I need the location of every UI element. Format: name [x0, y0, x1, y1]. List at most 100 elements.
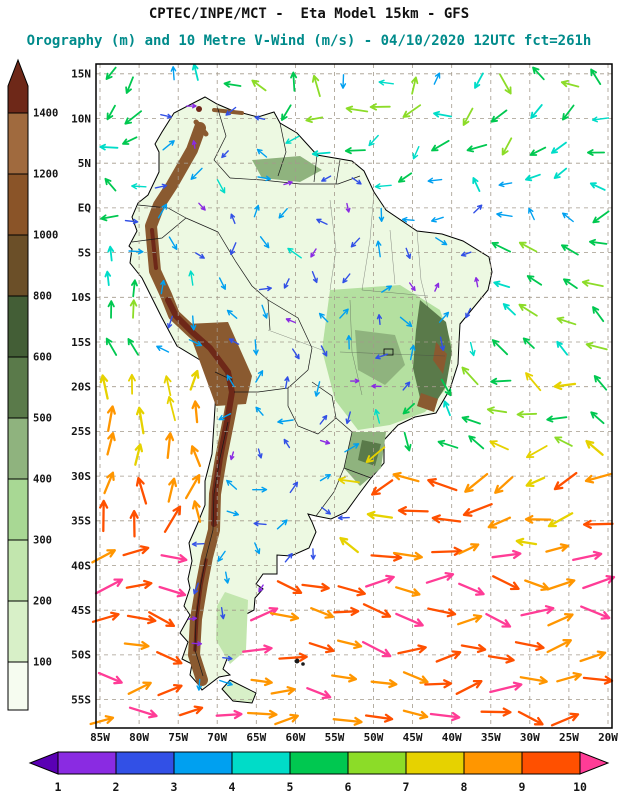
wind-arrow	[167, 315, 173, 329]
wind-arrow	[190, 315, 197, 331]
wind-arrow	[100, 214, 119, 222]
wind-arrow	[125, 579, 153, 589]
wind-arrow	[332, 716, 363, 726]
wind-arrow	[242, 644, 273, 654]
wind-arrow	[278, 652, 308, 662]
state-border-line	[267, 329, 323, 351]
wind-arrow	[443, 400, 451, 417]
wind-arrow	[480, 707, 512, 717]
wind-arrow	[190, 167, 203, 180]
wind-arrow	[255, 370, 264, 383]
wind-arrow	[276, 519, 288, 530]
wind-arrow	[589, 182, 606, 191]
wind-arrow	[284, 376, 290, 389]
wind-arrow	[129, 509, 139, 538]
wind-arrow	[216, 179, 226, 194]
border-line	[234, 369, 309, 393]
wind-arrow	[254, 542, 261, 555]
wind-arrow	[281, 104, 292, 121]
wind-arrow	[409, 344, 416, 361]
wind-scale-cell	[57, 751, 117, 775]
wind-arrow	[99, 374, 109, 400]
wind-arrow	[462, 503, 493, 517]
wind-arrow	[584, 472, 613, 484]
wind-arrow	[546, 415, 568, 423]
wind-arrow	[97, 671, 123, 685]
wind-arrow	[226, 309, 238, 319]
wind-arrow	[253, 339, 259, 356]
wind-arrow	[229, 451, 235, 461]
wind-arrow	[128, 706, 158, 719]
elevation-scale-cell	[7, 112, 29, 175]
wind-scale-label: 9	[519, 780, 526, 794]
lon-tick-label: 35W	[481, 731, 501, 744]
wind-arrow	[368, 134, 379, 147]
wind-arrow	[257, 175, 271, 182]
wind-arrow	[258, 285, 272, 292]
wind-arrow	[438, 311, 450, 323]
wind-arrow	[187, 616, 197, 621]
wind-arrow	[502, 303, 516, 316]
wind-arrow	[344, 147, 366, 155]
border-line	[277, 122, 287, 177]
elevation-colorbar: 1400 1200 1000 800 600 500 400 300 200 100	[7, 58, 58, 711]
wind-arrow	[546, 578, 576, 591]
wind-arrow	[94, 578, 124, 595]
tierra-del-fuego-island	[221, 679, 257, 704]
wind-arrow	[257, 448, 263, 459]
wind-arrow	[220, 607, 226, 620]
wind-arrow	[395, 586, 421, 597]
wind-arrow	[127, 681, 152, 695]
lon-tick-label: 65W	[246, 731, 266, 744]
lon-tick-label: 20W	[598, 731, 618, 744]
brasilia-district	[383, 348, 394, 356]
wind-arrow	[160, 279, 166, 295]
wind-arrow	[148, 611, 176, 628]
wind-arrow	[474, 72, 484, 89]
wind-scale-cell	[115, 751, 175, 775]
wind-arrow	[283, 438, 291, 449]
wind-arrow	[580, 605, 611, 620]
wind-arrow	[425, 571, 455, 584]
wind-arrow	[519, 676, 548, 685]
wind-scale-cell	[405, 751, 465, 775]
lat-tick-label: 15N	[71, 68, 91, 81]
wind-arrow	[283, 180, 293, 186]
wind-arrow	[154, 183, 168, 189]
state-border-line	[361, 191, 375, 291]
wind-arrow	[285, 318, 296, 324]
wind-arrow	[167, 477, 178, 503]
wind-scale-cell	[463, 751, 523, 775]
wind-arrow	[553, 471, 578, 491]
lat-tick-label: 10N	[71, 112, 91, 125]
wind-arrow	[516, 410, 538, 419]
santa-marta-peak	[196, 106, 202, 112]
wind-arrow	[398, 172, 413, 183]
wind-arrow	[489, 440, 509, 451]
wind-arrow	[493, 280, 511, 288]
wind-arrow	[437, 439, 459, 449]
elevation-scale-label: 300	[33, 535, 52, 547]
elevation-scale-label: 1400	[33, 108, 58, 120]
wind-arrow	[433, 72, 441, 85]
wind-arrow	[562, 104, 575, 121]
wind-arrow	[472, 177, 481, 192]
elevation-arrow-top	[7, 58, 29, 114]
wind-arrow	[336, 639, 363, 650]
wind-arrow	[345, 411, 351, 425]
wind-arrow	[310, 607, 335, 619]
wind-arrow	[350, 378, 360, 384]
border-line	[313, 154, 318, 183]
lon-tick-label: 80W	[129, 731, 149, 744]
wind-arrow	[489, 681, 523, 694]
wind-arrow	[193, 582, 199, 595]
border-line	[229, 175, 361, 185]
wind-arrow	[253, 521, 267, 527]
wind-arrow	[525, 173, 541, 182]
wind-arrow	[524, 579, 550, 592]
wind-arrow	[276, 580, 303, 595]
wind-arrow	[301, 582, 330, 592]
wind-arrow	[411, 76, 419, 95]
wind-arrow	[340, 74, 347, 89]
